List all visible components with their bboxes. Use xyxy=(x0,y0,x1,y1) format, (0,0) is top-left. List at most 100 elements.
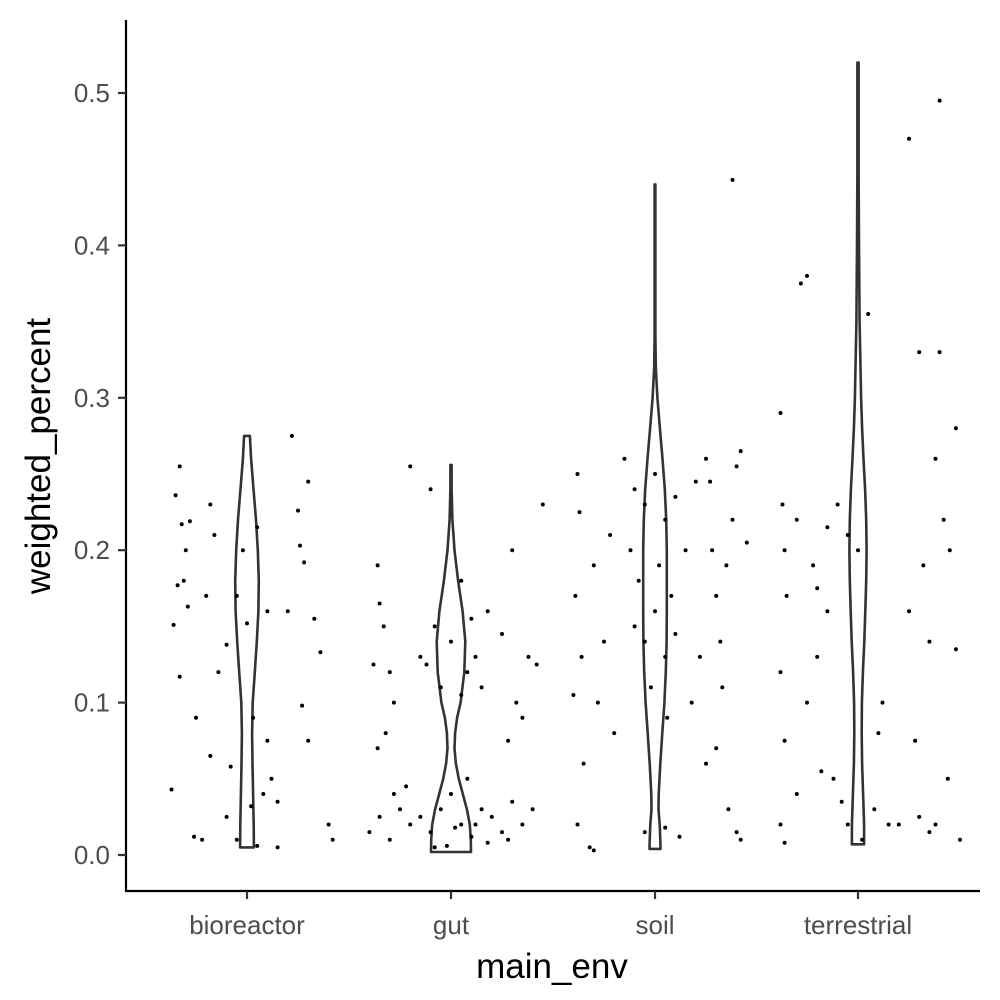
data-point xyxy=(371,662,376,667)
data-point xyxy=(628,548,633,553)
data-point xyxy=(381,624,386,629)
data-point xyxy=(896,822,901,827)
data-point xyxy=(886,822,891,827)
data-point xyxy=(839,799,844,804)
data-point xyxy=(636,578,641,583)
y-tick-label: 0.3 xyxy=(74,383,110,413)
data-point xyxy=(183,548,188,553)
data-point xyxy=(714,593,719,598)
data-point xyxy=(591,848,596,853)
data-point xyxy=(907,136,911,141)
violin-soil xyxy=(641,183,669,851)
data-point xyxy=(453,825,458,830)
data-point xyxy=(540,502,545,507)
data-point xyxy=(632,624,637,629)
data-point xyxy=(179,522,184,527)
data-point xyxy=(387,837,392,842)
data-point xyxy=(261,792,266,796)
data-point xyxy=(444,843,449,848)
x-tick-label: gut xyxy=(433,910,470,940)
data-point xyxy=(913,738,918,743)
data-point xyxy=(573,593,578,598)
data-point xyxy=(683,548,688,553)
data-point xyxy=(469,616,474,621)
data-point xyxy=(927,830,932,835)
data-point xyxy=(693,479,698,484)
data-point xyxy=(251,715,256,720)
data-point xyxy=(289,433,294,438)
data-point xyxy=(642,830,647,835)
data-point xyxy=(958,837,962,842)
data-point xyxy=(591,563,596,568)
data-point xyxy=(669,593,674,598)
data-point xyxy=(526,654,531,659)
violin-terrestrial xyxy=(848,61,868,846)
data-point xyxy=(240,548,245,553)
data-point xyxy=(575,472,580,476)
data-point xyxy=(408,822,413,827)
x-tick-label: soil xyxy=(635,910,674,940)
data-point xyxy=(941,517,946,522)
data-point xyxy=(730,177,735,182)
data-point xyxy=(169,787,174,792)
data-point xyxy=(780,502,785,507)
data-point xyxy=(177,464,182,469)
x-tick-label: terrestrial xyxy=(804,910,912,940)
data-point xyxy=(876,731,881,736)
data-point xyxy=(208,502,213,507)
data-point xyxy=(387,670,392,675)
data-point xyxy=(811,563,816,568)
data-point xyxy=(375,746,380,751)
x-axis-title: main_env xyxy=(476,947,628,986)
data-point xyxy=(718,639,723,644)
data-point xyxy=(571,693,576,697)
data-point xyxy=(234,593,239,598)
data-point xyxy=(622,456,627,461)
data-point xyxy=(192,834,196,839)
data-point xyxy=(653,472,657,476)
data-point xyxy=(367,830,372,835)
data-point xyxy=(469,834,474,839)
data-point xyxy=(794,517,799,522)
data-point xyxy=(917,814,922,819)
data-point xyxy=(738,837,743,842)
data-point xyxy=(520,715,525,720)
data-point xyxy=(665,715,670,720)
data-point xyxy=(845,822,850,827)
data-point xyxy=(704,761,708,766)
data-point xyxy=(778,411,783,415)
data-point xyxy=(300,703,305,708)
data-point xyxy=(782,738,787,743)
data-point xyxy=(738,449,743,454)
data-point xyxy=(730,517,735,522)
data-point xyxy=(708,479,713,484)
data-point xyxy=(825,609,830,614)
data-point xyxy=(831,776,836,781)
data-point xyxy=(587,845,592,850)
data-point xyxy=(506,837,511,842)
data-point xyxy=(194,715,198,720)
data-point xyxy=(782,548,787,553)
violin-gut xyxy=(429,463,473,854)
data-point xyxy=(485,609,490,614)
data-point xyxy=(285,609,290,614)
data-point xyxy=(275,845,280,850)
data-point xyxy=(173,493,178,498)
data-point xyxy=(377,601,382,606)
data-point xyxy=(917,350,922,355)
data-point xyxy=(275,799,280,804)
data-point xyxy=(530,807,535,812)
x-axis-ticks: bioreactor gut soil terrestrial xyxy=(189,891,912,940)
data-point xyxy=(510,548,515,553)
data-point xyxy=(298,543,302,548)
data-point xyxy=(224,814,229,819)
data-point xyxy=(306,479,311,484)
jitter-points-layer xyxy=(169,98,962,853)
data-point xyxy=(459,693,464,697)
data-point xyxy=(744,540,749,545)
y-tick-label: 0.5 xyxy=(74,78,110,108)
data-point xyxy=(648,685,653,690)
data-point xyxy=(866,312,871,316)
data-point xyxy=(953,426,958,431)
data-point xyxy=(673,632,678,636)
